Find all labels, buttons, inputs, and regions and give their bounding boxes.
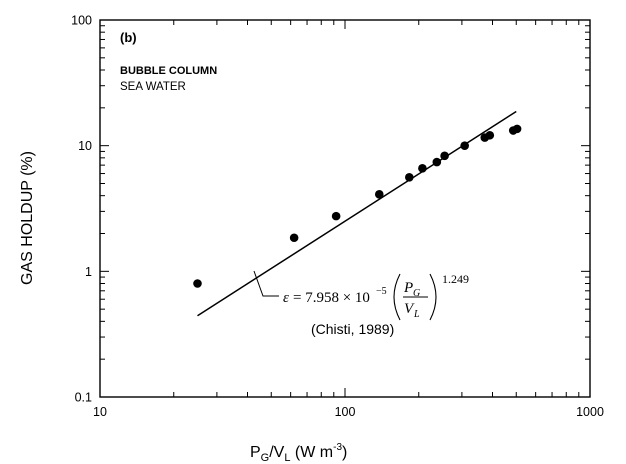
- x-title-sub2: L: [284, 452, 290, 464]
- x-tick-label: 1000: [576, 405, 604, 419]
- legend-line-2: SEA WATER: [120, 81, 186, 93]
- data-points: [193, 124, 522, 288]
- x-tick-label: 10: [93, 405, 107, 419]
- equation-power: 1.249: [442, 272, 469, 286]
- y-tick-label: 10: [78, 139, 92, 153]
- equation-pg: P: [403, 280, 413, 296]
- data-point: [193, 279, 202, 288]
- x-axis-title: PG/VL (W m-3): [250, 442, 347, 464]
- annotation-reference: (Chisti, 1989): [311, 321, 394, 337]
- data-point: [418, 164, 427, 173]
- x-title-unit: (W m: [290, 444, 333, 461]
- equation-right-paren: [429, 273, 437, 321]
- data-point: [405, 173, 414, 182]
- equation-pg-sub: G: [413, 288, 420, 299]
- annotation-leader: [253, 270, 279, 297]
- data-point: [374, 190, 384, 199]
- y-tick-label: 100: [71, 14, 92, 28]
- data-point: [512, 124, 522, 134]
- equation-vl-sub: L: [413, 309, 420, 320]
- equation-epsilon: ε: [283, 290, 289, 306]
- x-tick-label: 100: [335, 405, 356, 419]
- x-title-main: P: [250, 444, 261, 461]
- equation-exponent: −5: [376, 286, 387, 297]
- y-tick-label: 1: [85, 265, 92, 279]
- y-axis-title: GAS HOLDUP (%): [19, 151, 36, 285]
- x-title-sup: -3: [333, 442, 342, 453]
- legend-line-1: BUBBLE COLUMN: [120, 65, 217, 77]
- data-point: [432, 157, 442, 167]
- y-tick-label: 0.1: [75, 391, 92, 405]
- x-title-sub1: G: [261, 452, 270, 464]
- data-point: [440, 151, 449, 161]
- tick-labels: 10 100 1000 0.1 1 10 100: [71, 14, 604, 420]
- data-point: [289, 233, 299, 243]
- x-title-close: ): [342, 444, 347, 461]
- axis-ticks: [99, 19, 591, 398]
- x-title-mid: /V: [269, 444, 284, 461]
- equation-coefficient: = 7.958 × 10: [293, 290, 370, 306]
- data-point: [460, 141, 469, 150]
- equation-vl: V: [404, 301, 415, 317]
- data-point: [331, 211, 341, 221]
- equation-left-paren: [393, 273, 401, 321]
- panel-label: (b): [120, 30, 137, 45]
- data-point: [485, 130, 495, 140]
